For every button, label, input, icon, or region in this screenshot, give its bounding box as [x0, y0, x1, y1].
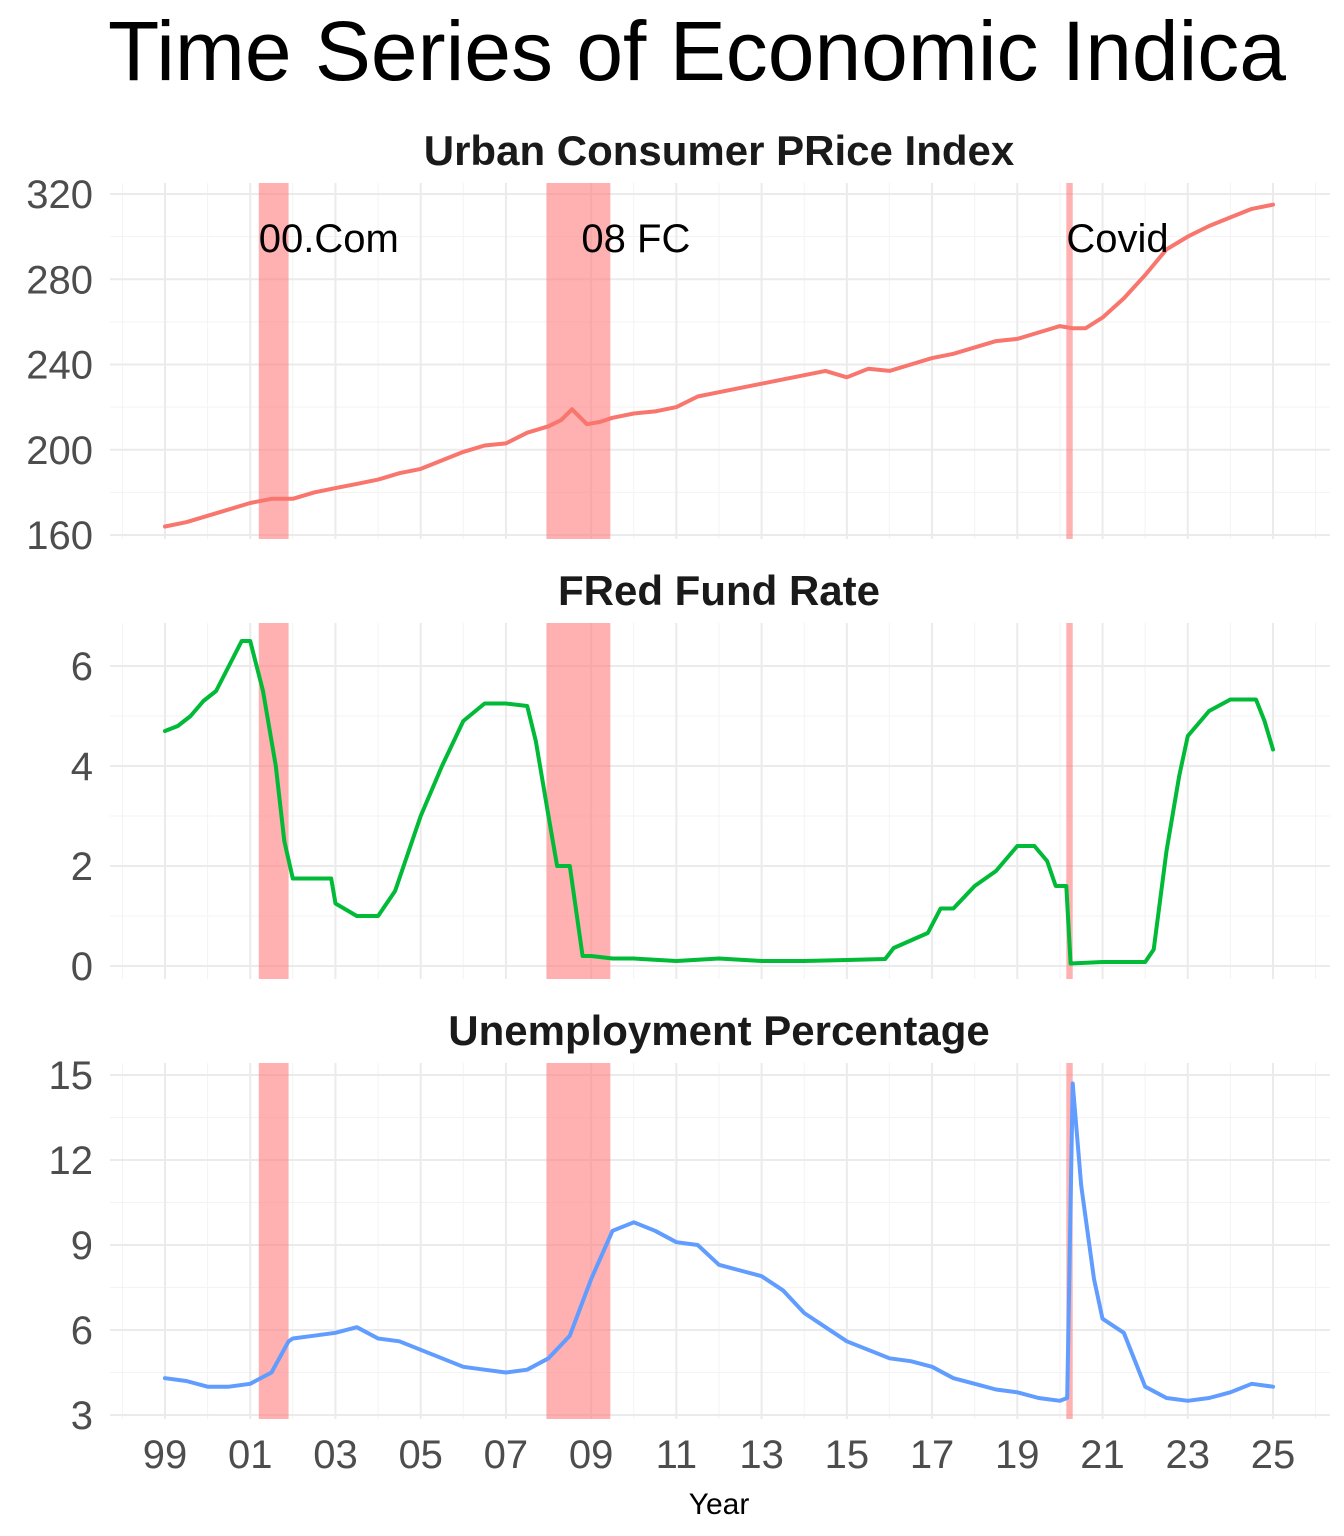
recession-band-2 [546, 183, 611, 539]
y-tick-label: 160 [26, 514, 93, 558]
x-tick-label: 09 [569, 1433, 614, 1477]
x-tick-label: 07 [484, 1433, 529, 1477]
y-tick-label: 15 [49, 1054, 94, 1098]
recession-band-1 [258, 1063, 289, 1419]
x-tick-label: 21 [1080, 1433, 1125, 1477]
recession-band-3 [1066, 183, 1073, 539]
recession-label: 00.Com [259, 217, 399, 261]
y-tick-label: 6 [71, 645, 93, 689]
recession-band-1 [258, 183, 289, 539]
x-tick-label: 03 [313, 1433, 358, 1477]
series-line-2 [163, 639, 1275, 966]
panel-title: Urban Consumer PRice Index [424, 127, 1015, 174]
recession-band-1 [258, 623, 289, 979]
y-tick-label: 12 [49, 1139, 94, 1183]
recession-band-2 [546, 1063, 611, 1419]
x-axis-title: Year [689, 1488, 750, 1521]
chart-title: Time Series of Economic Indica [108, 4, 1286, 98]
x-tick-label: 99 [143, 1433, 188, 1477]
panel-2: FRed Fund Rate 0 2 4 6 [71, 567, 1330, 989]
panel-1: Urban Consumer PRice Index 160 200 240 280 32… [26, 127, 1330, 558]
y-tick-label: 2 [71, 845, 93, 889]
y-tick-label: 0 [71, 945, 93, 989]
y-tick-label: 320 [26, 173, 93, 217]
x-tick-label: 05 [398, 1433, 443, 1477]
x-tick-label: 01 [228, 1433, 273, 1477]
y-tick-label: 6 [71, 1309, 93, 1353]
y-tick-label: 200 [26, 429, 93, 473]
panel-title: FRed Fund Rate [558, 567, 880, 614]
x-tick-label: 25 [1251, 1433, 1296, 1477]
y-tick-label: 240 [26, 344, 93, 388]
y-tick-label: 280 [26, 258, 93, 302]
y-tick-label: 4 [71, 745, 93, 789]
x-tick-label: 17 [910, 1433, 955, 1477]
panel-title: Unemployment Percentage [448, 1007, 990, 1054]
panel-3: Unemployment Percentage 3 6 9 12 15 99 01 03 05 07… [49, 1007, 1330, 1477]
x-tick-label: 15 [825, 1433, 870, 1477]
x-tick-label: 11 [656, 1433, 698, 1477]
x-tick-label: 19 [995, 1433, 1040, 1477]
x-tick-label: 23 [1166, 1433, 1211, 1477]
y-tick-label: 3 [71, 1394, 93, 1438]
recession-label: 08 FC [581, 217, 690, 261]
recession-band-3 [1066, 623, 1073, 979]
y-tick-label: 9 [71, 1224, 93, 1268]
x-tick-label: 13 [739, 1433, 784, 1477]
series-line-1 [163, 202, 1275, 529]
recession-label: Covid [1066, 217, 1168, 261]
panels-group: Urban Consumer PRice Index16020024028032… [26, 127, 1330, 1477]
